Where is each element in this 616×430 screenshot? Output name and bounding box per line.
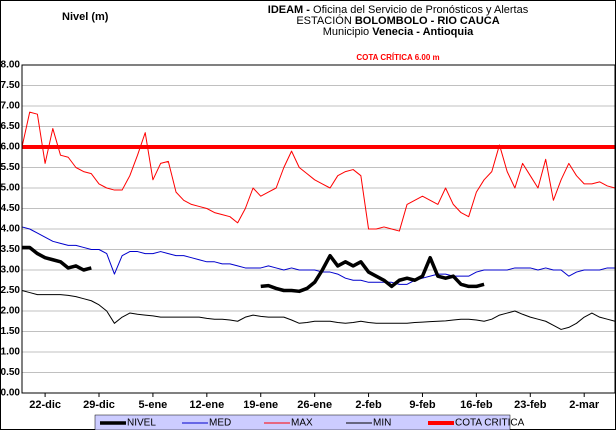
title-part: Municipio xyxy=(323,26,373,38)
x-tick-label: 2-mar xyxy=(569,399,600,411)
title-part: ESTACIÓN xyxy=(296,14,354,27)
y-tick-label: 0.50 xyxy=(1,367,21,378)
x-tick-label: 19-ene xyxy=(243,399,278,411)
legend-label: MIN xyxy=(373,418,391,429)
x-tick-label: 23-feb xyxy=(514,399,547,411)
plot-border xyxy=(21,64,616,394)
y-tick-label: 3.50 xyxy=(1,244,21,255)
series-line xyxy=(21,290,616,330)
x-tick-label: 26-ene xyxy=(297,399,332,411)
y-tick-label: 5.00 xyxy=(1,183,21,194)
y-tick-label: 7.50 xyxy=(1,80,21,91)
title-part: Venecia - Antioquia xyxy=(372,26,474,38)
y-tick-label: 0.00 xyxy=(1,388,21,399)
title-part: BOLOMBOLO - RIO CAUCA xyxy=(355,15,500,27)
y-tick-label: 4.50 xyxy=(1,203,21,214)
y-tick-label: 8.00 xyxy=(1,60,21,71)
series-line xyxy=(22,245,485,294)
title-part: Oficina del Servicio de Pronósticos y Al… xyxy=(310,4,529,16)
y-tick-label: 5.50 xyxy=(1,162,21,173)
series-line xyxy=(21,226,615,285)
y-tick-label: 2.50 xyxy=(1,285,21,296)
y-tick-label: 3.00 xyxy=(1,265,21,276)
y-tick-label: 6.50 xyxy=(1,121,21,132)
y-tick-label: 2.00 xyxy=(1,306,21,317)
legend-box xyxy=(94,414,511,430)
annotation: COTA CRÍTICA 6.00 m xyxy=(356,53,439,62)
y-tick-label: 1.50 xyxy=(1,326,21,337)
y-axis-label: Nivel (m) xyxy=(62,11,109,23)
legend-label: MED xyxy=(209,418,231,429)
chart-title: ESTACIÓN BOLOMBOLO - RIO CAUCA xyxy=(296,14,499,27)
chart-title: IDEAM - Oficina del Servicio de Pronósti… xyxy=(268,4,529,16)
y-tick-label: 1.00 xyxy=(1,347,21,358)
y-tick-label: 7.00 xyxy=(1,101,21,112)
legend-label: COTA CRITICA xyxy=(455,418,525,429)
x-tick-label: 16-feb xyxy=(460,399,493,411)
x-tick-label: 5-ene xyxy=(139,399,168,411)
series-line xyxy=(21,111,616,232)
y-tick-label: 4.00 xyxy=(1,224,21,235)
legend-label: NIVEL xyxy=(127,418,156,429)
x-tick-label: 22-dic xyxy=(29,399,61,411)
legend-label: MAX xyxy=(291,418,313,429)
x-tick-label: 12-ene xyxy=(189,399,224,411)
x-tick-label: 29-dic xyxy=(83,399,115,411)
title-part: IDEAM - xyxy=(268,4,311,16)
x-tick-label: 9-feb xyxy=(409,399,436,411)
x-tick-label: 2-feb xyxy=(355,399,382,411)
y-tick-label: 6.00 xyxy=(1,142,21,153)
chart-title: Municipio Venecia - Antioquia xyxy=(323,26,474,38)
